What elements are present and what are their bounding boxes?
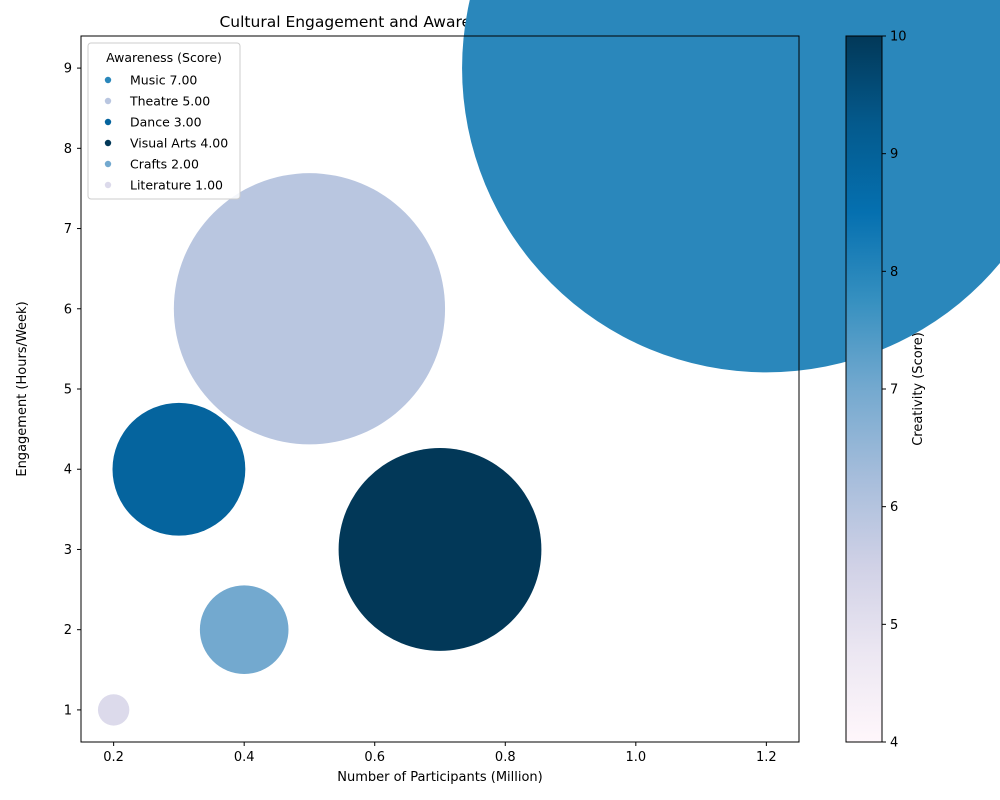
colorbar-gradient: [845, 35, 883, 743]
legend-entry-label: Literature 1.00: [130, 178, 223, 193]
colorbar-label: Creativity (Score): [911, 332, 926, 446]
bubble-literature: [97, 694, 130, 726]
colorbar-tick-label: 7: [890, 383, 898, 398]
x-tick-label: 0.6: [364, 750, 385, 765]
bubble-crafts: [199, 585, 289, 674]
colorbar-tick-label: 6: [890, 500, 898, 515]
legend-entry-label: Music 7.00: [130, 73, 197, 88]
bubble-dance: [112, 402, 246, 536]
x-tick-label: 0.2: [103, 750, 124, 765]
legend-entry-label: Dance 3.00: [130, 115, 202, 130]
legend-marker: [104, 118, 112, 126]
x-axis-label: Number of Participants (Million): [337, 770, 543, 785]
legend-entry-label: Crafts 2.00: [130, 157, 199, 172]
y-tick-label: 9: [64, 62, 72, 77]
legend-box: [87, 42, 241, 200]
y-tick-label: 3: [64, 543, 72, 558]
colorbar-tick-label: 8: [890, 265, 898, 280]
y-tick-label: 6: [64, 302, 72, 317]
y-tick-label: 8: [64, 142, 72, 157]
colorbar: 4 5 6 7 8 9 10: [845, 30, 907, 751]
y-tick-label: 1: [64, 703, 72, 718]
y-tick-label: 5: [64, 383, 72, 398]
y-axis-label: Engagement (Hours/Week): [15, 301, 30, 476]
legend-marker: [104, 139, 112, 147]
bubble-theatre: [173, 173, 446, 445]
bubble-music: [462, 0, 1000, 373]
legend-entry-label: Theatre 5.00: [129, 94, 210, 109]
y-tick-label: 4: [64, 463, 72, 478]
x-tick-label: 1.2: [756, 750, 777, 765]
colorbar-tick-label: 10: [890, 30, 907, 45]
legend-marker: [104, 76, 112, 84]
legend-marker: [104, 181, 112, 189]
y-axis: 1 2 3 4 5 6 7 8 9: [64, 62, 81, 718]
colorbar-tick-label: 9: [890, 147, 898, 162]
y-tick-label: 7: [64, 222, 72, 237]
legend-title: Awareness (Score): [106, 50, 222, 65]
x-tick-label: 0.8: [495, 750, 516, 765]
legend: Awareness (Score) Music 7.00 Theatre 5.00 D…: [87, 42, 241, 200]
colorbar-tick-label: 5: [890, 618, 898, 633]
x-tick-label: 0.4: [234, 750, 255, 765]
bubble-visual-arts: [338, 448, 542, 651]
y-tick-label: 2: [64, 623, 72, 638]
colorbar-tick-label: 4: [890, 736, 898, 751]
legend-entry-label: Visual Arts 4.00: [130, 136, 228, 151]
legend-marker: [104, 97, 112, 105]
x-axis: 0.2 0.4 0.6 0.8 1.0 1.2: [103, 742, 777, 765]
x-tick-label: 1.0: [625, 750, 646, 765]
legend-marker: [104, 160, 112, 168]
